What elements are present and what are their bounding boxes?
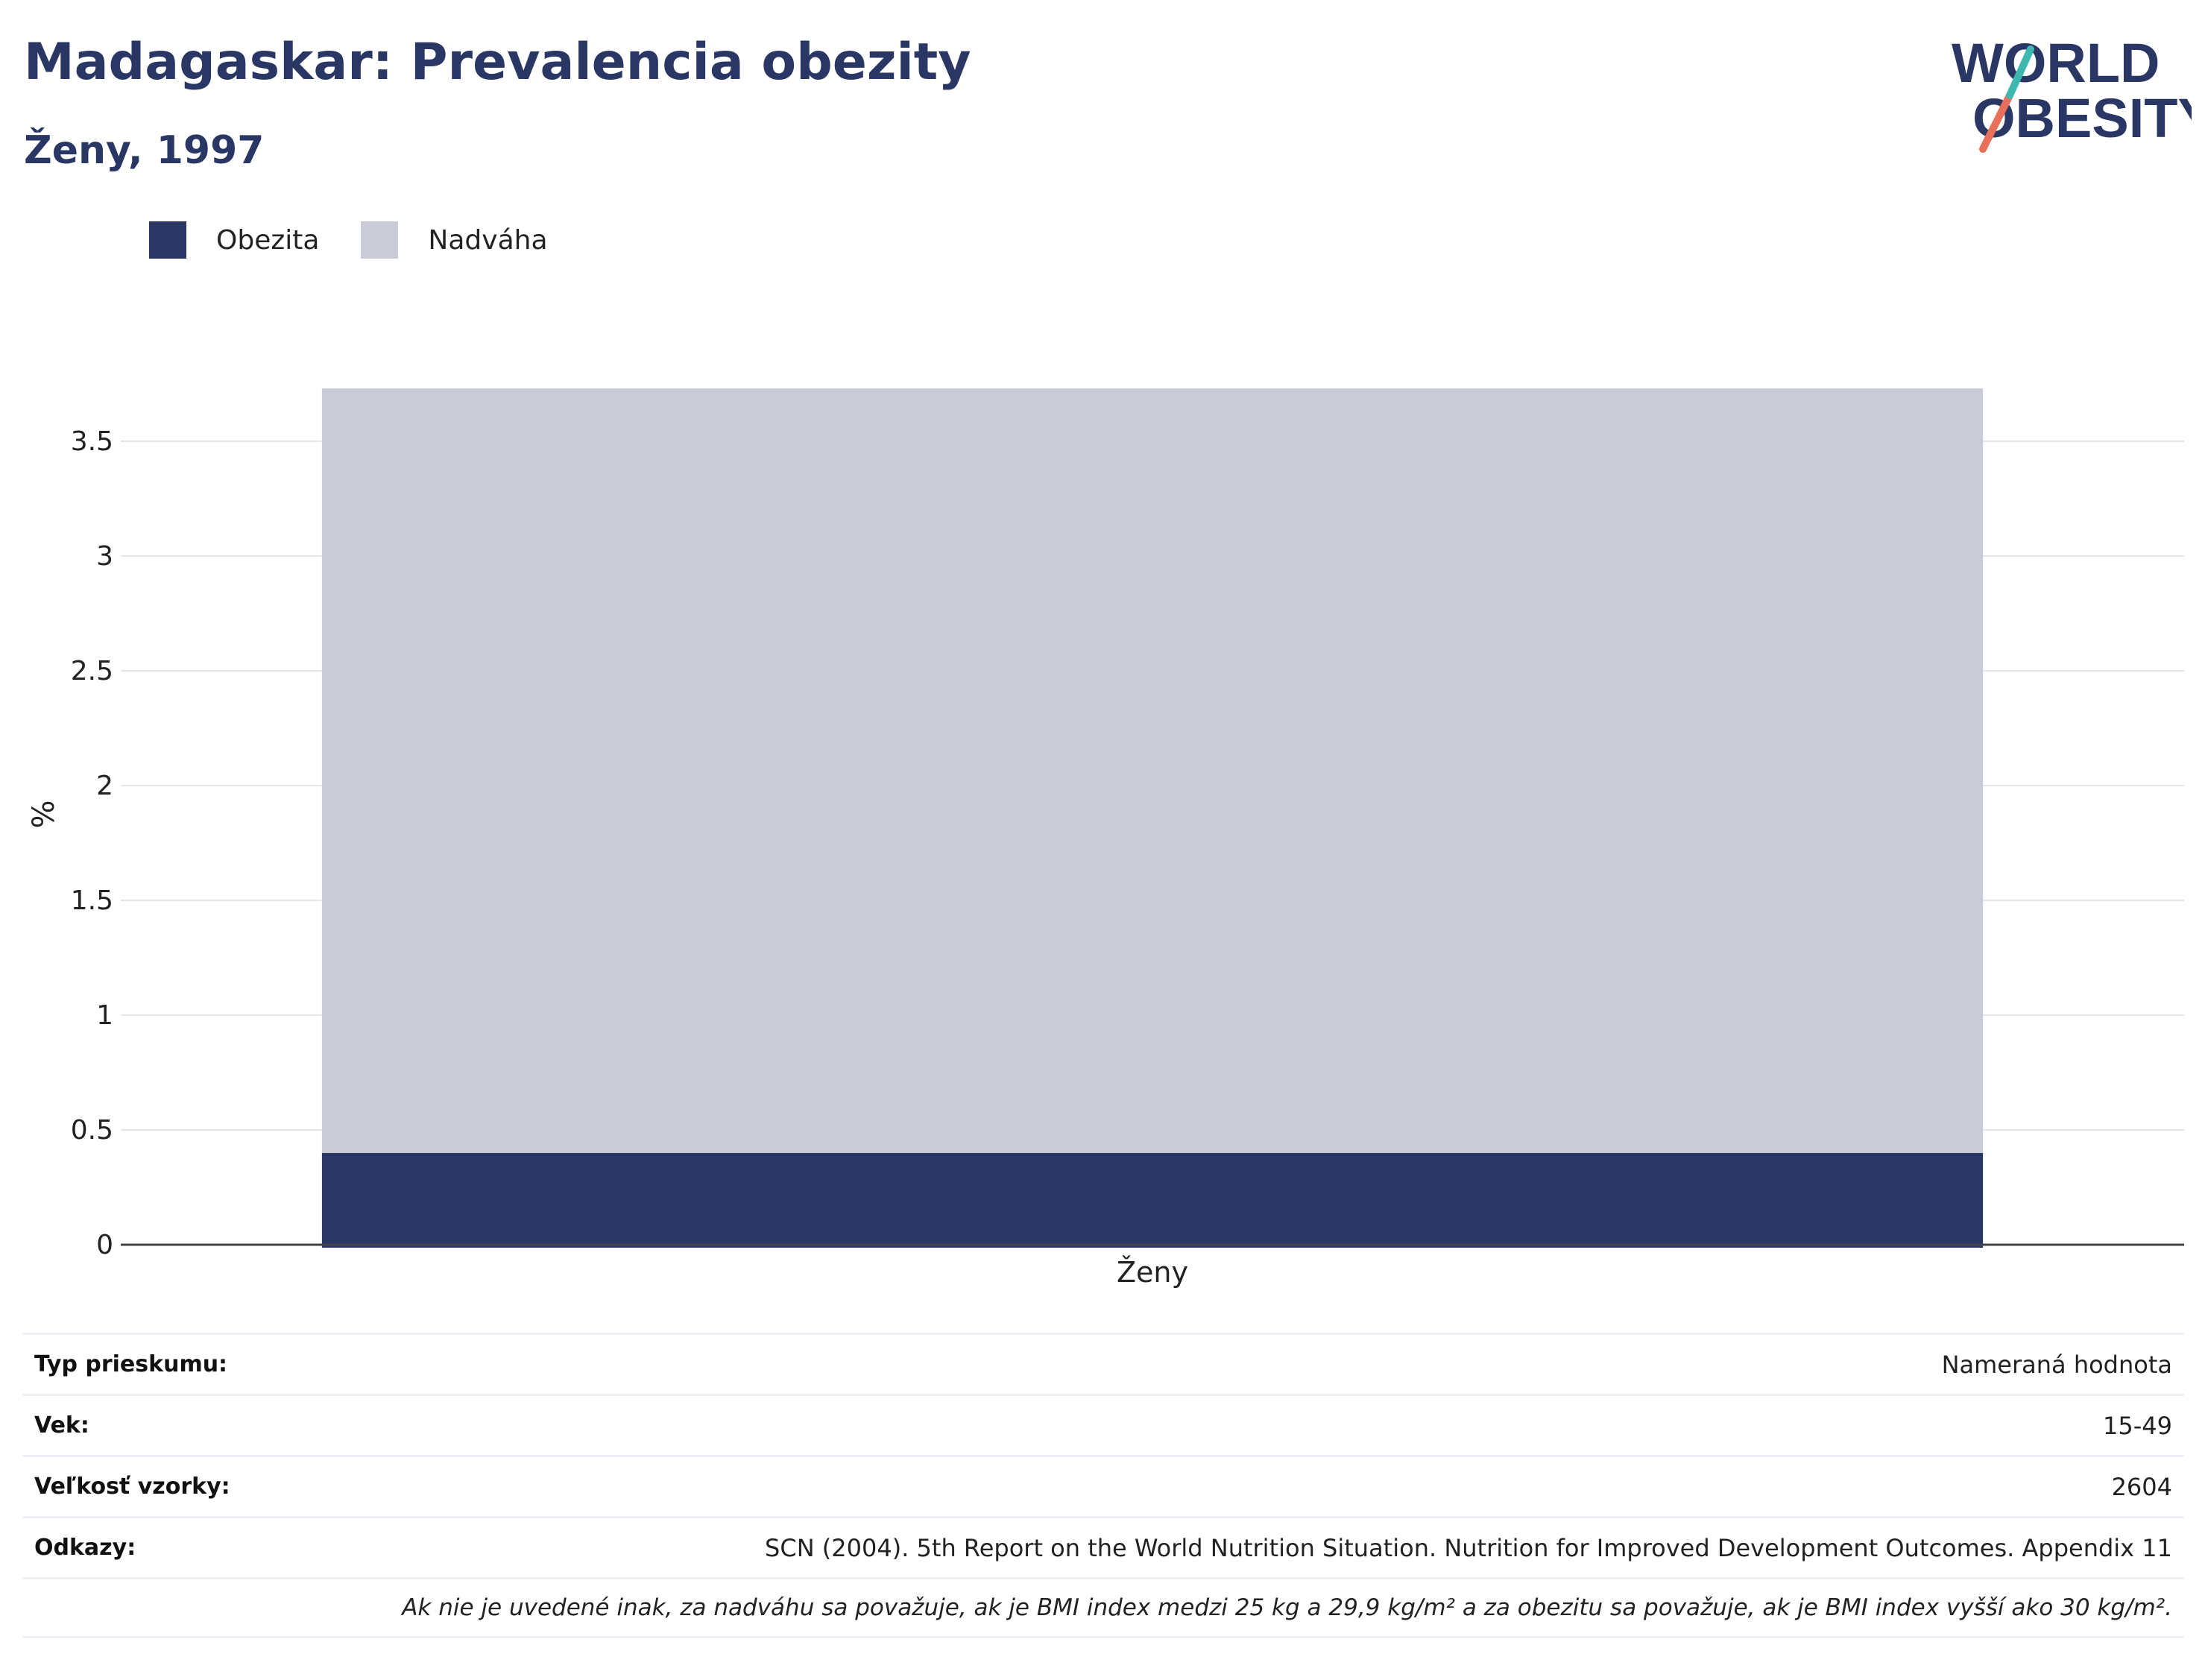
info-row-references: Odkazy: SCN (2004). 5th Report on the Wo… bbox=[22, 1516, 2184, 1577]
world-obesity-logo: WORLD OBESITY bbox=[1952, 32, 2192, 153]
info-value: 2604 bbox=[2111, 1472, 2172, 1501]
info-row-sample-size: Veľkosť vzorky: 2604 bbox=[22, 1455, 2184, 1516]
legend-item-obesity[interactable]: Obezita bbox=[149, 221, 319, 259]
page-title: Madagaskar: Prevalencia obezity bbox=[24, 33, 971, 92]
y-tick-label: 0 bbox=[96, 1230, 113, 1260]
legend-swatch-obesity bbox=[149, 221, 186, 259]
info-row-age: Vek: 15-49 bbox=[22, 1394, 2184, 1455]
y-tick-label: 3.5 bbox=[71, 426, 113, 457]
info-table: Typ prieskumu: Nameraná hodnota Vek: 15-… bbox=[22, 1333, 2184, 1638]
logo-line1: WORLD bbox=[1952, 32, 2160, 94]
info-row-survey-type: Typ prieskumu: Nameraná hodnota bbox=[22, 1333, 2184, 1394]
info-row-note: Ak nie je uvedené inak, za nadváhu sa po… bbox=[22, 1577, 2184, 1638]
y-tick-label: 2.5 bbox=[71, 656, 113, 686]
x-tick-label: Ženy bbox=[1117, 1256, 1188, 1289]
info-label: Veľkosť vzorky: bbox=[34, 1474, 230, 1500]
legend-item-overweight[interactable]: Nadváha bbox=[361, 221, 548, 259]
info-value: SCN (2004). 5th Report on the World Nutr… bbox=[765, 1533, 2172, 1562]
legend-label-obesity: Obezita bbox=[216, 224, 320, 256]
legend: Obezita Nadváha bbox=[149, 221, 590, 259]
bmi-definition-note: Ak nie je uvedené inak, za nadváhu sa po… bbox=[402, 1594, 2172, 1621]
page-subtitle: Ženy, 1997 bbox=[24, 128, 265, 173]
info-value: Nameraná hodnota bbox=[1941, 1350, 2172, 1379]
info-label: Odkazy: bbox=[34, 1535, 136, 1561]
stacked-bar-chart: 0 0.5 1 1.5 2 2.5 3 3.5% Ženy bbox=[27, 388, 2184, 1289]
info-label: Vek: bbox=[34, 1412, 89, 1439]
y-tick-label: 2 bbox=[96, 771, 113, 801]
logo-slash-teal bbox=[2006, 45, 2034, 99]
bar-overweight bbox=[321, 388, 1984, 1153]
y-tick-label: 3 bbox=[96, 541, 113, 572]
legend-swatch-overweight bbox=[361, 221, 399, 259]
y-tick-label: 0.5 bbox=[71, 1115, 113, 1146]
legend-label-overweight: Nadváha bbox=[428, 224, 548, 256]
y-tick-label: 1 bbox=[96, 1000, 113, 1031]
logo-slash-coral bbox=[1979, 92, 2013, 153]
info-label: Typ prieskumu: bbox=[34, 1351, 228, 1377]
y-axis-label: % bbox=[27, 800, 61, 828]
info-value: 15-49 bbox=[2103, 1411, 2172, 1440]
bar-obesity bbox=[321, 1152, 1984, 1248]
y-tick-label: 1.5 bbox=[71, 885, 113, 916]
